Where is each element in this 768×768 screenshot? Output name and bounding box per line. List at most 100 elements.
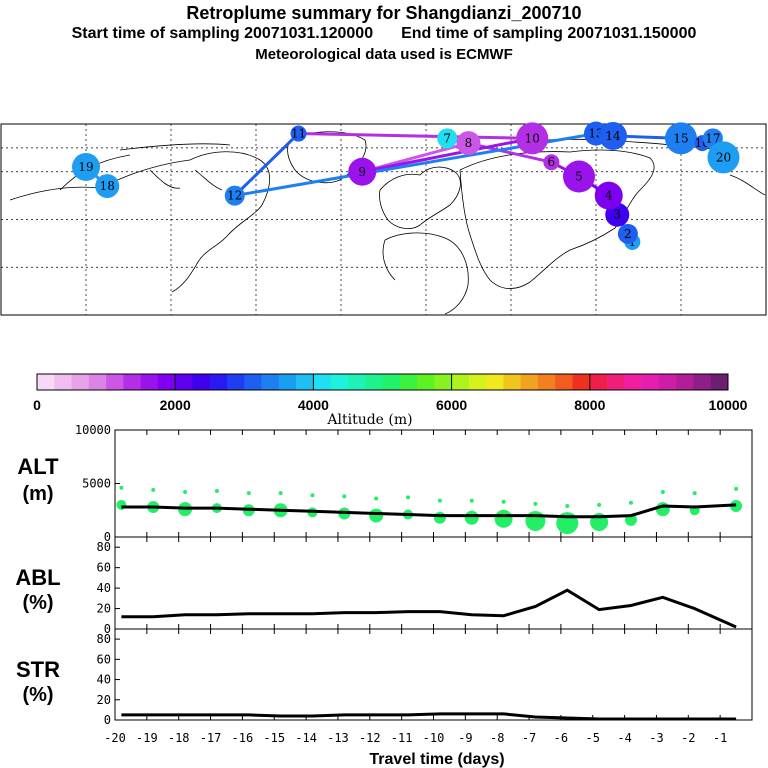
trajectory-marker-label: 19 [78, 160, 93, 174]
colorbar-swatch [296, 374, 314, 390]
y-tick-label: 60 [97, 652, 111, 666]
panel-ylabel: ALT [17, 454, 59, 479]
y-tick-label: 0 [104, 622, 111, 636]
colorbar-swatch [624, 374, 642, 390]
colorbar-swatch [37, 374, 55, 390]
x-tick-label: -9 [458, 731, 472, 745]
colorbar-swatch [140, 374, 159, 390]
x-tick-label: -4 [617, 731, 631, 745]
trajectory-marker [95, 174, 120, 199]
colorbar-swatch [192, 374, 211, 390]
y-tick-label: 80 [97, 540, 111, 554]
trajectory-points: 1234567891011121314151617181920 [72, 121, 740, 250]
y-tick-label: 0 [104, 713, 111, 727]
trajectory-map: 1234567891011121314151617181920 [0, 121, 767, 316]
chart-title: Retroplume summary for Shangdianzi_20071… [186, 3, 582, 23]
y-tick-label: 40 [97, 673, 111, 687]
panel-frame [114, 429, 753, 538]
x-tick-label: -19 [136, 731, 158, 745]
x-tick-label: -7 [522, 731, 536, 745]
trajectory-marker-label: 5 [575, 170, 583, 184]
end-time: End time of sampling 20071031.150000 [401, 25, 697, 42]
x-tick-label: -1 [713, 731, 727, 745]
colorbar-swatch [641, 374, 660, 390]
colorbar-swatch [520, 374, 539, 390]
africa-coast [382, 232, 469, 315]
colorbar-swatch [123, 374, 141, 390]
colorbar-swatch [330, 374, 349, 390]
trajectory-marker-label: 4 [605, 189, 613, 203]
colorbar-label: Altitude (m) [326, 412, 412, 428]
altitude-bubble [660, 490, 665, 495]
asia-coast [459, 149, 655, 289]
panel-ylabel: ABL [15, 565, 60, 590]
trajectory-marker [543, 154, 560, 171]
altitude-bubble [597, 502, 602, 507]
colorbar-swatch [693, 374, 712, 390]
altitude-bubble [433, 511, 446, 524]
trajectory-marker-label: 11 [291, 127, 306, 141]
greenland-coast [287, 131, 367, 184]
altitude-bubble [464, 510, 479, 525]
trajectory-marker [599, 121, 627, 150]
colorbar-swatch [175, 374, 193, 390]
colorbar-swatch [417, 374, 435, 390]
sampling-time-line: Start time of sampling 20071031.120000 En… [0, 25, 768, 43]
series-line-str [121, 712, 737, 721]
altitude-bubble [655, 502, 670, 517]
trajectory-marker [665, 122, 697, 155]
altitude-bubble [369, 508, 384, 523]
y-tick-label: 40 [97, 581, 111, 595]
altitude-bubble [469, 498, 474, 503]
x-tick-label: -20 [104, 731, 126, 745]
colorbar-swatch [313, 374, 331, 390]
colorbar-swatch [555, 374, 573, 390]
colorbar-swatch [486, 374, 504, 390]
trajectory-segment [298, 132, 533, 140]
altitude-bubble [494, 509, 513, 528]
altitude-bubble [565, 503, 570, 508]
colorbar-swatch [710, 374, 729, 390]
series-line-alt [121, 503, 737, 519]
colorbar-swatch [468, 374, 487, 390]
x-tick-label: -6 [554, 731, 568, 745]
colorbar-swatch [503, 374, 521, 390]
trajectory-marker-label: 10 [525, 131, 540, 145]
colorbar-swatch [157, 374, 176, 390]
panel-alt: 0 5000 10000 ALT (m) [17, 423, 753, 544]
trajectory-marker-label: 7 [443, 131, 451, 145]
x-tick-label: -11 [391, 731, 413, 745]
colorbar-swatch [54, 374, 72, 390]
altitude-bubble [151, 487, 156, 492]
altitude-bubble [183, 490, 188, 495]
altitude-bubble [278, 491, 283, 496]
altitude-bubble [501, 499, 506, 504]
trajectory-marker-label: 12 [227, 189, 242, 203]
colorbar-swatch [589, 374, 608, 390]
altitude-bubble [310, 493, 315, 498]
trajectory-marker-label: 9 [358, 165, 366, 179]
trajectory-marker [707, 141, 740, 174]
panel-yunit: (%) [22, 592, 53, 614]
x-tick-label: -10 [423, 731, 445, 745]
trajectory-marker [348, 157, 377, 186]
altitude-bubble [628, 500, 633, 505]
colorbar-swatch [382, 374, 401, 390]
x-tick-label: -18 [168, 731, 190, 745]
time-series-panels: 0500010000ALT(m)020406080ABL(%)020406080… [15, 423, 753, 768]
trajectory-marker-label: 17 [705, 131, 720, 145]
trajectory-marker [290, 125, 307, 142]
x-tick-label: -5 [586, 731, 600, 745]
colorbar-swatch [261, 374, 280, 390]
trajectory-marker-label: 20 [716, 150, 731, 164]
trajectory-marker [224, 185, 245, 206]
map-frame [0, 123, 767, 316]
colorbar-swatch [399, 374, 418, 390]
x-tick-label: -3 [649, 731, 663, 745]
trajectory-marker-label: 14 [605, 129, 621, 143]
colorbar-swatch [106, 374, 124, 390]
altitude-bubble [406, 495, 411, 500]
trajectory-marker-label: 18 [100, 179, 115, 193]
trajectory-marker [456, 131, 481, 156]
